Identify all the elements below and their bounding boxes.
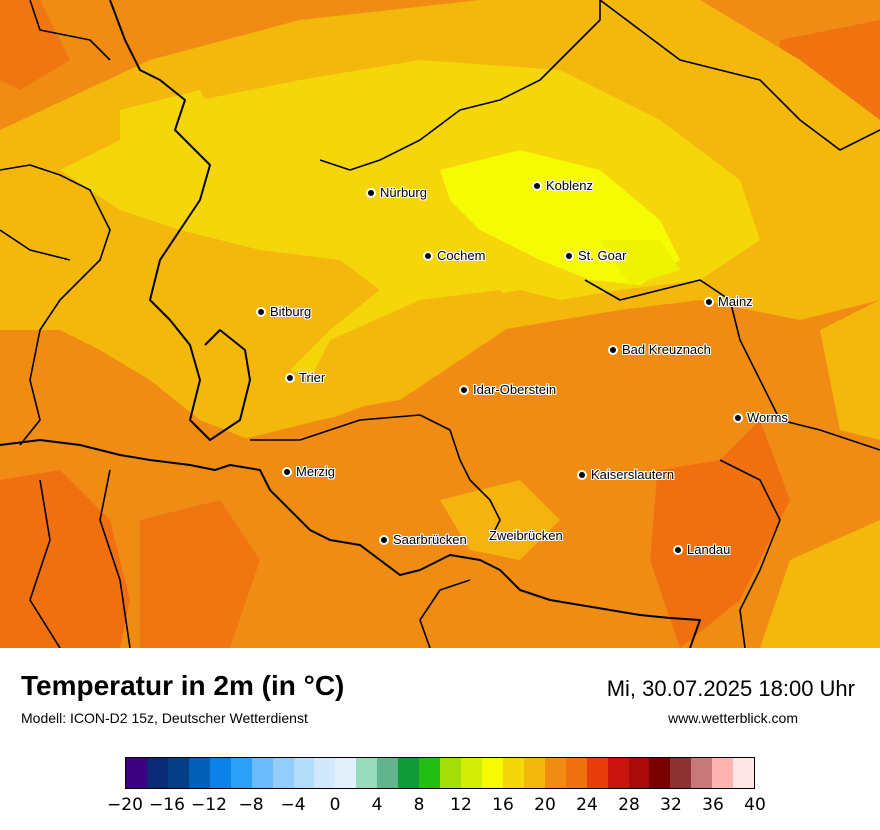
city-dot: [577, 469, 587, 480]
legend-tick-label: 20: [534, 795, 556, 815]
map-title: Temperatur in 2m (in °C): [21, 670, 345, 701]
legend-tick-label: 8: [413, 795, 425, 815]
city-marker-bad-kreuznach: Bad Kreuznach: [608, 342, 711, 357]
legend-tick-label: 4: [371, 795, 383, 815]
city-label: Merzig: [296, 464, 336, 479]
city-label: Nürburg: [380, 185, 427, 200]
city-marker-merzig: Merzig: [282, 464, 335, 479]
city-marker-cochem: Cochem: [423, 248, 485, 263]
legend-swatch: [126, 758, 147, 788]
city-dot: [423, 250, 433, 261]
legend-tick-label: 28: [618, 795, 640, 815]
legend-swatch: [691, 758, 713, 788]
city-marker-landau: Landau: [673, 542, 730, 557]
legend-swatch: [146, 758, 168, 788]
legend-swatch: [272, 758, 294, 788]
city-label: Bad Kreuznach: [622, 342, 711, 357]
city-dot: [379, 534, 389, 545]
legend-tick-label: −8: [238, 795, 264, 815]
legend-tick-label: 12: [450, 795, 472, 815]
legend-swatch: [502, 758, 524, 788]
legend-swatch: [670, 758, 692, 788]
city-marker-st-goar: St. Goar: [564, 248, 626, 263]
city-dot: [256, 306, 266, 317]
legend-swatch: [628, 758, 650, 788]
legend-swatch: [523, 758, 545, 788]
city-dot: [366, 187, 376, 198]
map-fields: [0, 0, 880, 648]
legend-swatch: [419, 758, 441, 788]
city-label: Zweibrücken: [489, 528, 563, 543]
city-label: Koblenz: [546, 178, 593, 193]
legend-swatch: [188, 758, 210, 788]
legend-tick-label: 36: [702, 795, 724, 815]
legend-ticks: −20 −16 −12 −8 −4 0 4 8 12 16 20 24 28 32 36 40: [0, 795, 880, 825]
legend-tick-label: −20: [107, 795, 143, 815]
legend-swatch: [209, 758, 231, 788]
legend-swatch: [293, 758, 315, 788]
legend-swatch: [544, 758, 566, 788]
legend-tick-label: −4: [280, 795, 306, 815]
city-marker-zweibruecken: Zweibrücken: [489, 528, 563, 543]
temperature-map: Nürburg Koblenz Cochem St. Goar Mainz Bi…: [0, 0, 880, 648]
city-label: Kaiserslautern: [591, 467, 675, 482]
city-marker-idar-oberstein: Idar-Oberstein: [459, 382, 556, 397]
city-marker-nuerburg: Nürburg: [366, 185, 427, 200]
legend-swatch: [607, 758, 629, 788]
city-dot: [673, 544, 683, 555]
legend-swatch: [733, 758, 755, 788]
website-link[interactable]: www.wetterblick.com: [668, 710, 798, 726]
city-dot: [285, 372, 295, 383]
city-marker-worms: Worms: [733, 410, 788, 425]
city-dot: [532, 180, 542, 191]
legend-tick-label: 32: [660, 795, 682, 815]
city-label: Cochem: [437, 248, 486, 263]
legend-swatch: [167, 758, 189, 788]
city-marker-kaiserslautern: Kaiserslautern: [577, 467, 674, 482]
city-marker-trier: Trier: [285, 370, 325, 385]
legend-swatch: [314, 758, 336, 788]
legend-swatch: [712, 758, 734, 788]
legend-tick-label: 40: [744, 795, 766, 815]
legend-tick-label: 24: [576, 795, 598, 815]
legend-swatch: [649, 758, 671, 788]
legend-swatch: [586, 758, 608, 788]
legend-swatch: [377, 758, 399, 788]
legend-swatch: [481, 758, 503, 788]
city-dot: [704, 296, 714, 307]
model-source: Modell: ICON-D2 15z, Deutscher Wetterdie…: [21, 710, 308, 726]
city-dot: [282, 466, 292, 477]
city-marker-koblenz: Koblenz: [532, 178, 593, 193]
city-label: Bitburg: [270, 304, 312, 319]
city-label: Saarbrücken: [393, 532, 467, 547]
legend-swatch: [461, 758, 482, 788]
city-marker-bitburg: Bitburg: [256, 304, 311, 319]
legend-swatch: [251, 758, 273, 788]
color-legend: [125, 757, 755, 789]
legend-swatch: [230, 758, 252, 788]
city-dot: [608, 344, 618, 355]
legend-tick-label: 16: [492, 795, 514, 815]
city-label: Mainz: [718, 294, 753, 309]
city-label: Idar-Oberstein: [473, 382, 557, 397]
legend-swatch: [398, 758, 420, 788]
legend-swatch: [356, 758, 378, 788]
valid-datetime: Mi, 30.07.2025 18:00 Uhr: [606, 676, 855, 701]
city-marker-mainz: Mainz: [704, 294, 753, 309]
city-label: Trier: [299, 370, 326, 385]
legend-tick-label: −16: [149, 795, 185, 815]
city-dot: [733, 412, 743, 423]
city-label: Landau: [687, 542, 731, 557]
legend-swatch: [335, 758, 357, 788]
city-dot: [564, 250, 574, 261]
legend-swatch: [565, 758, 587, 788]
legend-tick-label: 0: [329, 795, 341, 815]
city-label: Worms: [747, 410, 788, 425]
city-marker-saarbruecken: Saarbrücken: [379, 532, 467, 547]
city-label: St. Goar: [578, 248, 627, 263]
legend-swatch: [440, 758, 461, 788]
city-dot: [459, 384, 469, 395]
legend-tick-label: −12: [191, 795, 227, 815]
